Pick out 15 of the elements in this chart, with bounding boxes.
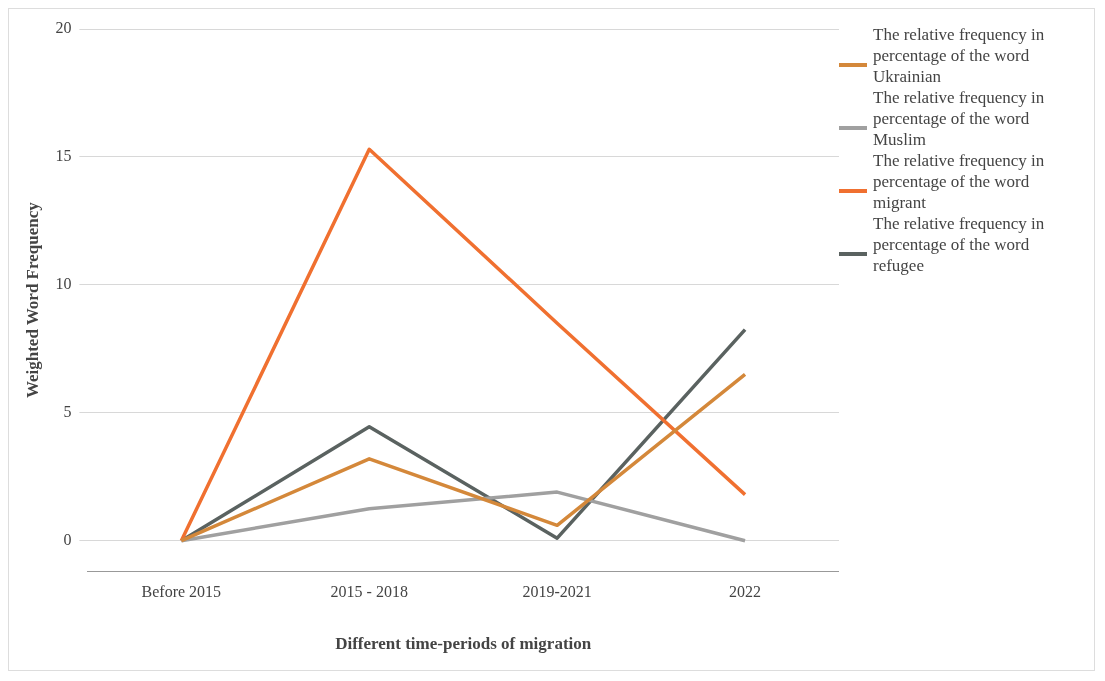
x-axis-title: Different time-periods of migration [335, 634, 592, 654]
x-tick-label: Before 2015 [141, 583, 222, 601]
x-tick-label: 2022 [729, 583, 762, 601]
x-tick-label: 2019-2021 [522, 583, 592, 601]
y-tick-label: 5 [63, 402, 72, 420]
legend-label: The relative frequency in percentage of the word migrant [873, 150, 1046, 213]
legend-label: The relative frequency in percentage of the word refugee [873, 213, 1046, 276]
legend-label: The relative frequency in percentage of the word Ukrainian [873, 24, 1046, 87]
y-tick-label: 10 [55, 275, 72, 293]
y-tick-label: 20 [55, 19, 72, 37]
y-axis-title: Weighted Word Frequency [22, 201, 42, 399]
x-tick-label: 2015 - 2018 [330, 583, 408, 601]
y-tick-label: 15 [55, 147, 72, 165]
y-tick-label: 0 [63, 530, 72, 548]
legend-label: The relative frequency in percentage of the word Muslim [873, 87, 1046, 150]
